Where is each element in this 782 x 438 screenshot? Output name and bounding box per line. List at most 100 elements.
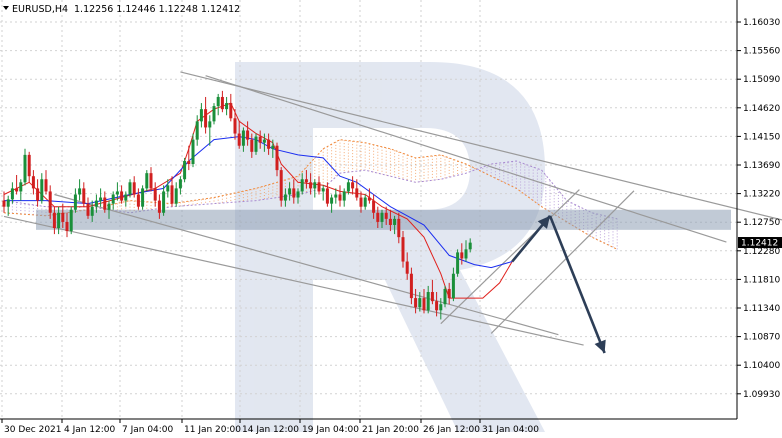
- candle: [292, 179, 296, 204]
- candle-body: [426, 292, 430, 311]
- candle-body: [258, 136, 262, 143]
- candle-body: [65, 221, 69, 232]
- candle: [149, 167, 153, 192]
- candle: [439, 298, 443, 320]
- candle-body: [422, 298, 426, 311]
- candle: [414, 288, 418, 314]
- candle-body: [325, 188, 329, 204]
- dropdown-triangle-icon[interactable]: [3, 6, 9, 10]
- candle-body: [145, 173, 149, 189]
- y-tick-label: 1.11810: [743, 275, 780, 285]
- candle: [216, 93, 220, 116]
- candle: [451, 267, 455, 302]
- candle-body: [418, 298, 422, 308]
- candle-body: [443, 288, 447, 305]
- candle: [6, 195, 10, 216]
- candle: [73, 188, 77, 213]
- candle-body: [246, 130, 250, 140]
- y-tick-label: 1.10870: [743, 333, 780, 343]
- candle: [52, 206, 56, 235]
- candle-body: [288, 188, 292, 195]
- candle-body: [241, 130, 245, 146]
- candle: [401, 231, 405, 268]
- trendlines: [3, 71, 782, 346]
- candle-body: [380, 212, 384, 222]
- trendline: [440, 189, 580, 325]
- candle-body: [149, 173, 153, 189]
- candle-body: [36, 188, 40, 201]
- candle: [309, 173, 313, 195]
- candle-body: [107, 203, 111, 210]
- candle: [23, 148, 27, 186]
- candle: [338, 185, 342, 207]
- candle-body: [6, 199, 10, 207]
- x-tick-label: 11 Jan 20:00: [184, 425, 241, 435]
- candle: [271, 139, 275, 158]
- candle-body: [250, 139, 254, 152]
- x-tick-label: 26 Jan 12:00: [423, 425, 480, 435]
- candle: [346, 179, 350, 195]
- candle-body: [61, 212, 65, 222]
- candle: [267, 133, 271, 155]
- candle: [111, 191, 115, 210]
- candle-body: [338, 194, 342, 201]
- candle-body: [468, 242, 472, 250]
- candle-body: [435, 301, 439, 311]
- x-tick-label: 19 Jan 04:00: [302, 425, 359, 435]
- candle-body: [313, 182, 317, 189]
- candle: [351, 176, 355, 195]
- candle: [237, 121, 241, 149]
- x-tick-label: 30 Dec 2021: [4, 425, 62, 435]
- candle: [57, 206, 61, 235]
- candle-body: [162, 191, 166, 213]
- candle-body: [153, 188, 157, 201]
- candle-body: [208, 121, 212, 128]
- candle: [204, 96, 208, 134]
- candle-body: [309, 182, 313, 189]
- candle: [313, 179, 317, 198]
- candle-body: [346, 182, 350, 192]
- candle: [225, 96, 229, 116]
- candle: [78, 179, 82, 201]
- candle: [334, 188, 338, 204]
- candle: [191, 133, 195, 168]
- chart-header: EURUSD,H4 1.12256 1.12446 1.12248 1.1241…: [3, 4, 240, 15]
- y-tick-label: 1.14620: [743, 104, 780, 114]
- candle: [94, 194, 98, 213]
- candles: [2, 90, 472, 320]
- candle: [296, 188, 300, 204]
- candle-body: [405, 261, 409, 274]
- candle-body: [237, 133, 241, 146]
- candle: [300, 173, 304, 195]
- candle-body: [2, 200, 6, 207]
- y-tick-label: 1.13220: [743, 190, 780, 200]
- candle-body: [283, 194, 287, 201]
- candle: [380, 209, 384, 229]
- candle-body: [157, 200, 161, 213]
- candle-body: [48, 191, 52, 213]
- x-tick-label: 14 Jan 12:00: [242, 425, 299, 435]
- candle-body: [90, 206, 94, 216]
- candle-body: [401, 237, 405, 262]
- forecast-arrow: [511, 214, 552, 263]
- forecast-arrows: [511, 214, 606, 354]
- current-price-label: 1.12412: [741, 239, 778, 249]
- candle-body: [397, 218, 401, 238]
- candle-body: [233, 118, 237, 134]
- candle: [460, 243, 464, 265]
- candle-body: [359, 197, 363, 207]
- candle-body: [372, 200, 376, 213]
- candle-body: [464, 249, 468, 259]
- candle: [170, 176, 174, 207]
- candle: [199, 103, 203, 128]
- candle-body: [292, 188, 296, 198]
- candle: [397, 212, 401, 244]
- candle: [90, 200, 94, 222]
- candle-body: [267, 139, 271, 149]
- y-tick-label: 1.15560: [743, 47, 780, 57]
- candle: [468, 238, 472, 253]
- candle-body: [132, 182, 136, 195]
- candle-body: [174, 188, 178, 204]
- candle-body: [115, 191, 119, 195]
